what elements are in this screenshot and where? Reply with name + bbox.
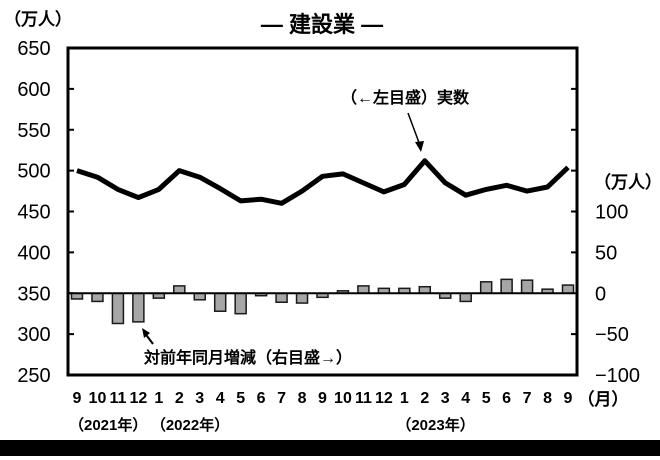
x-tick-label: 4 [461, 390, 470, 407]
bar-series [70, 278, 575, 325]
bar [459, 292, 472, 303]
bar [111, 292, 125, 325]
x-tick-label: 3 [441, 390, 450, 407]
bar [275, 292, 288, 303]
left-axis: 650 600 550 500 450 400 350 300 250 [17, 38, 74, 387]
chart-title: — 建設業 — [261, 12, 383, 37]
arrow-head-icon [415, 141, 424, 152]
bar [500, 278, 513, 295]
x-tick-label: 6 [257, 390, 266, 407]
right-tick-label: 50 [595, 242, 617, 264]
bar [520, 279, 534, 295]
right-axis-unit: （万人） [594, 172, 660, 192]
x-tick-label: 4 [216, 390, 225, 407]
right-tick-label: −100 [595, 365, 640, 387]
x-tick-label: 9 [318, 390, 327, 407]
year-label: （2022年） [151, 416, 229, 434]
left-axis-unit: （万人） [4, 9, 72, 29]
x-tick-label: 11 [355, 390, 372, 407]
x-tick-label: 3 [195, 390, 204, 407]
year-label: （2023年） [396, 416, 474, 434]
x-axis: 9 10 11 12 1 2 3 4 5 6 7 8 9 10 11 12 1 2 3 4 5 6 7 8 9 [73, 390, 573, 407]
x-tick-label: 11 [109, 390, 126, 407]
x-axis-unit: （月） [578, 389, 629, 409]
plot-frame [66, 46, 579, 377]
x-tick-label: 2 [420, 390, 429, 407]
year-labels: （2021年） （2022年） （2023年） [69, 416, 475, 434]
x-tick-label: 9 [73, 390, 82, 407]
line-annotation: （←左目盛）実数 [341, 88, 470, 107]
right-tick-label: 100 [595, 202, 628, 224]
bottom-black-strip [0, 440, 660, 456]
bar [561, 284, 575, 295]
x-tick-label: 2 [175, 390, 184, 407]
x-tick-label: 6 [502, 390, 511, 407]
left-tick-label: 600 [17, 79, 50, 101]
left-tick-label: 350 [17, 283, 50, 305]
x-tick-label: 7 [523, 390, 532, 407]
x-tick-label: 1 [400, 390, 409, 407]
x-tick-label: 8 [298, 390, 307, 407]
right-tick-label: 0 [595, 283, 606, 305]
bar [357, 285, 370, 294]
left-tick-label: 650 [17, 38, 50, 60]
x-tick-label: 12 [375, 390, 393, 407]
x-tick-label: 10 [89, 390, 107, 407]
bar [479, 281, 493, 294]
line-series [76, 158, 570, 206]
right-tick-label: −50 [595, 324, 629, 346]
x-tick-label: 9 [564, 390, 573, 407]
arrow-head-icon [142, 328, 150, 338]
x-tick-label: 10 [334, 390, 352, 407]
x-tick-label: 8 [543, 390, 552, 407]
year-label: （2021年） [69, 416, 147, 434]
bar [295, 292, 309, 304]
bar [213, 292, 227, 312]
x-tick-label: 5 [236, 390, 245, 407]
x-tick-label: 1 [154, 390, 163, 407]
left-tick-label: 400 [17, 242, 50, 264]
bar-annotation: 対前年同月増減（右目盛→） [143, 348, 352, 367]
bar [234, 292, 247, 315]
bar [173, 285, 186, 294]
left-tick-label: 250 [17, 365, 50, 387]
x-tick-label: 7 [277, 390, 286, 407]
left-tick-label: 550 [17, 120, 50, 142]
left-tick-label: 500 [17, 161, 50, 183]
bar [91, 292, 104, 303]
bar [132, 292, 145, 323]
right-axis: 100 50 0 −50 −100 [571, 87, 640, 387]
left-tick-label: 300 [17, 324, 50, 346]
left-tick-label: 450 [17, 202, 50, 224]
x-tick-label: 5 [482, 390, 491, 407]
x-tick-label: 12 [129, 390, 147, 407]
